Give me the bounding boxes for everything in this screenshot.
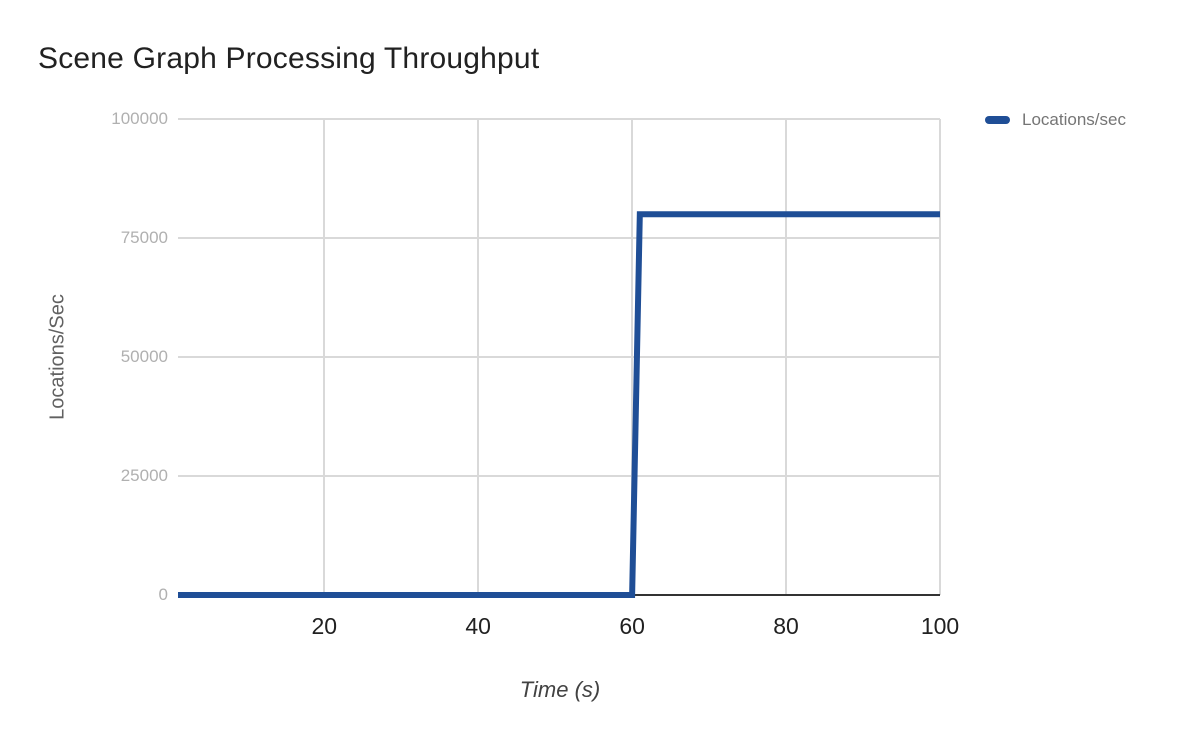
legend-swatch-icon xyxy=(985,116,1010,124)
v-gridline xyxy=(785,119,788,595)
legend: Locations/sec xyxy=(985,110,1126,130)
h-gridline xyxy=(178,237,940,239)
y-tick-label: 50000 xyxy=(120,347,168,366)
v-gridline xyxy=(477,119,480,595)
h-gridline xyxy=(178,356,940,358)
x-tick-label: 20 xyxy=(311,613,338,639)
series-plot xyxy=(178,211,940,598)
y-tick-label: 100000 xyxy=(111,109,168,128)
y-tick-label: 0 xyxy=(158,585,168,604)
plot-area: 0 25000 50000 75000 100000 20 40 60 80 100 xyxy=(111,109,959,639)
y-axis-title: Locations/Sec xyxy=(46,294,69,420)
x-tick-label: 60 xyxy=(619,613,645,639)
x-tick-label: 80 xyxy=(773,613,799,639)
v-gridline xyxy=(323,119,326,595)
x-tick-label: 40 xyxy=(465,613,491,639)
v-gridline xyxy=(939,119,941,595)
y-tick-label: 25000 xyxy=(120,466,168,485)
y-axis-labels: 0 25000 50000 75000 100000 xyxy=(86,109,168,604)
legend-label: Locations/sec xyxy=(1022,110,1126,129)
h-gridline xyxy=(178,118,940,120)
v-gridline xyxy=(631,119,634,595)
x-axis-title: Time (s) xyxy=(519,677,601,702)
chart-title: Scene Graph Processing Throughput xyxy=(38,42,540,75)
series-line-locations-per-sec xyxy=(178,211,940,598)
x-tick-label: 100 xyxy=(920,613,960,639)
h-gridline xyxy=(178,475,940,477)
y-tick-label: 75000 xyxy=(120,228,168,247)
